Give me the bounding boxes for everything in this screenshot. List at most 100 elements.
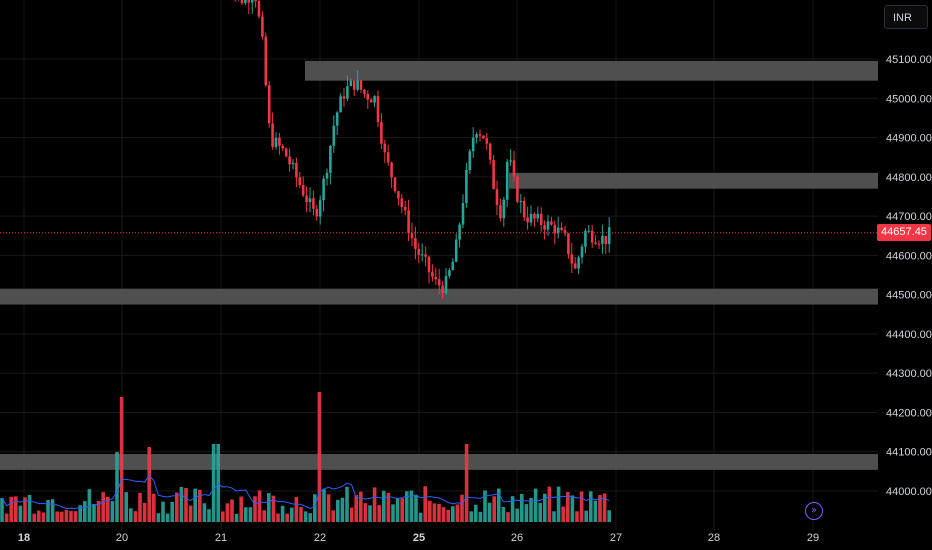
candle-body	[533, 213, 536, 219]
volume-bar	[92, 503, 96, 522]
candle-body	[580, 246, 584, 258]
volume-bar	[386, 492, 391, 522]
volume-bar	[418, 512, 423, 522]
currency-button[interactable]: INR	[884, 5, 928, 29]
volume-bar	[428, 500, 432, 522]
volume-bar	[501, 507, 506, 522]
time-tick-label: 22	[314, 532, 326, 544]
candle-body	[301, 185, 305, 196]
volume-bar	[446, 509, 450, 522]
volume-bar	[115, 452, 119, 522]
double-chevron-right-icon[interactable]: »	[805, 502, 823, 520]
volume-bar	[225, 503, 230, 522]
candle-body	[267, 85, 271, 124]
volume-bar	[437, 503, 441, 522]
volume-bar	[336, 499, 340, 522]
candle-body	[295, 162, 298, 178]
volume-bar	[460, 494, 464, 522]
volume-bar	[432, 503, 437, 522]
time-tick-label: 21	[215, 532, 227, 544]
volume-bar	[0, 498, 4, 522]
volume-bar	[497, 488, 501, 522]
volume-bar	[73, 511, 78, 522]
volume-bar	[119, 397, 124, 522]
price-axis[interactable]: 45100.00 45000.00 44900.00 44800.00 44700.00…	[886, 54, 932, 498]
time-tick-label: 28	[708, 532, 720, 544]
volume-bar	[464, 444, 469, 522]
volume-bar	[561, 506, 565, 522]
candle-body	[339, 96, 342, 113]
supply-demand-zones	[0, 60, 878, 470]
volume-bar	[188, 505, 193, 522]
volume-bar	[331, 510, 335, 522]
candle-body	[274, 137, 278, 147]
candle-body	[502, 199, 506, 219]
candle-body	[434, 276, 438, 280]
price-zone	[0, 454, 878, 470]
candle-body	[400, 198, 404, 207]
candle-body	[461, 203, 465, 225]
candle-body	[393, 177, 397, 192]
volume-bar	[322, 489, 326, 522]
candle-body	[322, 178, 325, 201]
candle-body	[380, 122, 383, 144]
price-zone	[509, 172, 878, 189]
candle-body	[397, 191, 400, 199]
volume-bar	[492, 496, 496, 522]
volume-bar	[345, 486, 349, 522]
price-tick-label: 44900.00	[886, 133, 932, 145]
candle-body	[332, 125, 336, 146]
time-tick-label: 18	[18, 532, 30, 544]
candle-body	[546, 221, 550, 230]
candle-body	[567, 233, 570, 255]
volume-bar	[405, 491, 409, 522]
volume-bar	[474, 504, 478, 522]
candle-body	[478, 134, 482, 136]
volume-bar	[299, 506, 303, 522]
candle-body	[553, 224, 557, 234]
volume-bar	[294, 496, 299, 522]
candlesticks	[234, 0, 611, 299]
volume-bar	[487, 502, 492, 522]
volume-moving-average	[1, 474, 610, 510]
candle-body	[584, 230, 587, 247]
price-tick-label: 44500.00	[886, 290, 932, 302]
volume-bar	[50, 499, 55, 522]
candle-body	[509, 160, 512, 162]
candle-body	[308, 198, 312, 203]
volume-bar	[543, 493, 547, 522]
volume-bar	[409, 490, 414, 522]
volume-bar	[267, 493, 271, 522]
candle-body	[410, 233, 414, 239]
volume-bar	[414, 494, 418, 522]
volume-bar	[64, 509, 69, 522]
candle-body	[505, 161, 509, 200]
candle-body	[383, 143, 387, 153]
candle-body	[519, 201, 523, 203]
candle-body	[420, 254, 424, 256]
candle-body	[454, 239, 458, 262]
candle-body	[587, 230, 591, 232]
price-tick-label: 44100.00	[886, 447, 932, 459]
volume-bar	[469, 511, 473, 522]
volume-bar	[142, 502, 147, 522]
volume-bar	[257, 490, 262, 522]
candle-body	[352, 80, 356, 90]
volume-bar	[515, 508, 519, 522]
volume-bar	[69, 510, 73, 522]
time-tick-label: 27	[610, 532, 622, 544]
candle-body	[414, 238, 417, 249]
volume-bar	[4, 513, 9, 522]
volume-bar	[133, 511, 138, 522]
time-axis[interactable]: 18 20 21 22 25 26 27 28 29	[18, 532, 819, 544]
candle-body	[550, 221, 553, 225]
volume-bar	[552, 511, 556, 522]
candle-body	[356, 80, 359, 90]
candle-body	[376, 96, 380, 123]
candle-body	[346, 86, 349, 99]
candle-body	[539, 213, 543, 226]
volume-bar	[529, 497, 533, 522]
candle-body	[359, 80, 363, 90]
volume-bar	[506, 512, 510, 522]
